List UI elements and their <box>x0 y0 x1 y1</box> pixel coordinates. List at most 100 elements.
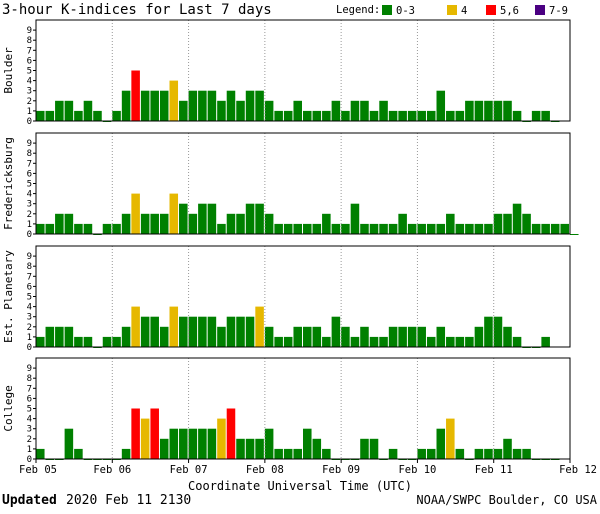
bar-2-24 <box>264 326 274 347</box>
chart-title: 3-hour K-indices for Last 7 days <box>2 2 272 18</box>
bar-1-20 <box>226 213 236 234</box>
legend-swatch-1 <box>447 5 457 15</box>
panel-frame <box>35 132 571 235</box>
bar-2-0 <box>36 336 45 347</box>
bar-1-16 <box>188 213 198 234</box>
bar-0-46 <box>474 100 484 121</box>
y-tick-label: 7 <box>27 384 32 394</box>
y-tick-label: 9 <box>27 252 32 262</box>
bar-1-37 <box>388 223 398 234</box>
bar-1-38 <box>398 213 407 234</box>
bar-0-8 <box>112 110 121 121</box>
bar-0-48 <box>493 100 503 121</box>
y-tick-label: 6 <box>27 56 32 66</box>
bar-1-49 <box>503 213 512 234</box>
bar-2-21 <box>236 316 245 347</box>
bar-1-10 <box>131 193 140 234</box>
bar-2-26 <box>283 336 293 347</box>
bar-0-14 <box>169 80 179 121</box>
bar-0-43 <box>446 110 455 121</box>
bar-1-17 <box>198 203 207 234</box>
bar-0-36 <box>379 100 388 121</box>
bar-2-23 <box>255 306 264 347</box>
credit-text: NOAA/SWPC Boulder, CO USA <box>416 493 597 507</box>
bar-3-44 <box>455 448 465 459</box>
y-tick-label: 4 <box>27 190 32 200</box>
bar-2-7 <box>102 336 112 347</box>
bar-2-41 <box>426 336 436 347</box>
bar-2-19 <box>217 326 226 347</box>
bar-3-30 <box>322 448 331 459</box>
bar-0-50 <box>512 110 522 121</box>
bar-0-12 <box>150 90 159 121</box>
y-tick-label: 3 <box>27 87 32 97</box>
bar-1-22 <box>245 203 255 234</box>
bar-1-48 <box>493 213 503 234</box>
y-tick-label: 0 <box>27 343 32 353</box>
bar-3-29 <box>312 438 322 459</box>
bar-3-40 <box>417 448 426 459</box>
bar-3-15 <box>179 428 188 459</box>
y-tick-label: 7 <box>27 272 32 282</box>
bar-1-46 <box>474 223 484 234</box>
bar-0-49 <box>503 100 512 121</box>
bar-3-9 <box>121 448 131 459</box>
bar-0-33 <box>350 100 360 121</box>
y-tick-label: 1 <box>27 445 32 455</box>
bar-0-24 <box>264 100 274 121</box>
bar-3-46 <box>474 448 484 459</box>
bar-3-41 <box>426 448 436 459</box>
legend-item-2: 5,6 <box>500 5 519 17</box>
y-tick-label: 1 <box>27 220 32 230</box>
bar-0-37 <box>388 110 398 121</box>
x-axis-title: Coordinate Universal Time (UTC) <box>188 479 412 493</box>
bar-0-31 <box>331 100 341 121</box>
station-label: College <box>2 385 15 431</box>
bar-1-2 <box>55 213 64 234</box>
chart-panels: 0123456789Boulder0123456789Fredericksbur… <box>2 19 579 465</box>
y-tick-label: 8 <box>27 262 32 272</box>
x-tick-label: Feb 09 <box>322 464 360 476</box>
bar-2-8 <box>112 336 121 347</box>
bar-2-11 <box>140 316 150 347</box>
bar-1-12 <box>150 213 159 234</box>
bar-3-48 <box>493 448 503 459</box>
bar-1-0 <box>36 223 45 234</box>
y-tick-label: 9 <box>27 26 32 36</box>
bar-1-9 <box>121 213 131 234</box>
bar-2-3 <box>64 326 74 347</box>
y-tick-label: 4 <box>27 303 32 313</box>
bar-3-26 <box>283 448 293 459</box>
bar-2-43 <box>446 336 455 347</box>
bar-0-20 <box>226 90 236 121</box>
bar-2-39 <box>407 326 417 347</box>
x-tick-label: Feb 08 <box>246 464 284 476</box>
updated-timestamp: 2020 Feb 11 2130 <box>66 493 191 508</box>
bar-2-40 <box>417 326 426 347</box>
bar-1-1 <box>45 223 55 234</box>
updated-label: Updated <box>2 493 57 508</box>
bar-0-32 <box>341 110 350 121</box>
bar-1-4 <box>74 223 83 234</box>
bar-0-22 <box>245 90 255 121</box>
y-tick-label: 6 <box>27 282 32 292</box>
bar-1-30 <box>322 213 331 234</box>
bar-0-18 <box>207 90 217 121</box>
y-tick-label: 1 <box>27 107 32 117</box>
bar-1-32 <box>341 223 350 234</box>
bar-2-33 <box>350 336 360 347</box>
bar-3-21 <box>236 438 245 459</box>
bar-1-54 <box>550 223 560 234</box>
bar-2-4 <box>74 336 83 347</box>
bar-2-47 <box>484 316 493 347</box>
bar-2-13 <box>159 326 169 347</box>
bar-0-40 <box>417 110 426 121</box>
y-tick-label: 8 <box>27 374 32 384</box>
bar-2-17 <box>198 316 207 347</box>
bar-3-49 <box>503 438 512 459</box>
legend: Legend: 0-3 4 5,6 7-9 <box>336 4 568 17</box>
